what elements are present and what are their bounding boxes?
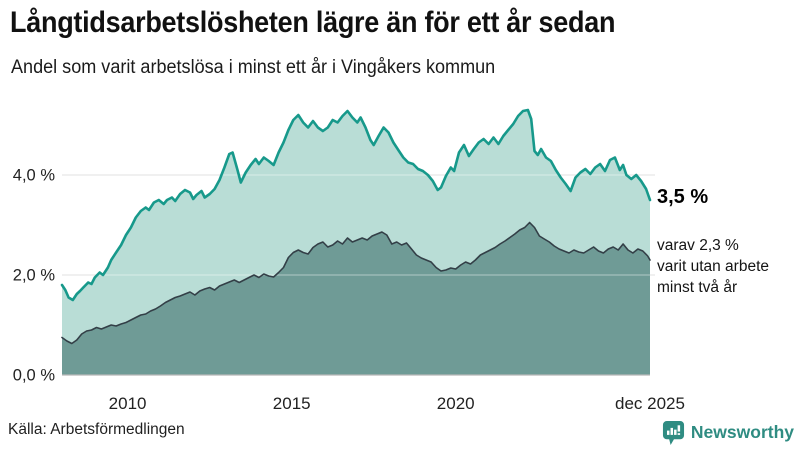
series-line-total (60, 108, 652, 302)
series-area-two-year (62, 222, 650, 375)
x-axis-label: 2020 (437, 394, 475, 413)
chart-subtitle: Andel som varit arbetslösa i minst ett å… (11, 57, 496, 78)
two-year-annotation-line1: varav 2,3 % (657, 237, 739, 254)
two-year-annotation: varav 2,3 % varit utan arbete minst två … (657, 235, 769, 298)
y-axis-label: 2,0 % (13, 267, 56, 285)
newsworthy-wordmark: Newsworthy (690, 422, 794, 442)
unemployment-area-chart: 0,0 % 2,0 % 4,0 % 2010 2015 2020 dec 2025 (13, 108, 685, 413)
newsworthy-logo[interactable]: Newsworthy (662, 420, 794, 445)
series-line-two-year (61, 221, 651, 345)
x-axis-label: 2015 (273, 394, 311, 413)
source-credit: Källa: Arbetsförmedlingen (8, 421, 185, 438)
latest-total-annotation: 3,5 % (657, 186, 709, 208)
x-axis-label: 2010 (109, 394, 147, 413)
page-title: Långtidsarbetslösheten lägre än för ett … (10, 6, 616, 39)
y-axis-label: 4,0 % (13, 167, 56, 185)
y-axis-label: 0,0 % (13, 367, 56, 385)
x-axis-label: dec 2025 (615, 394, 685, 413)
two-year-annotation-line2: varit utan arbete (657, 258, 770, 275)
two-year-annotation-line3: minst två år (657, 279, 738, 296)
newsworthy-bubble-chart-icon (662, 421, 684, 445)
